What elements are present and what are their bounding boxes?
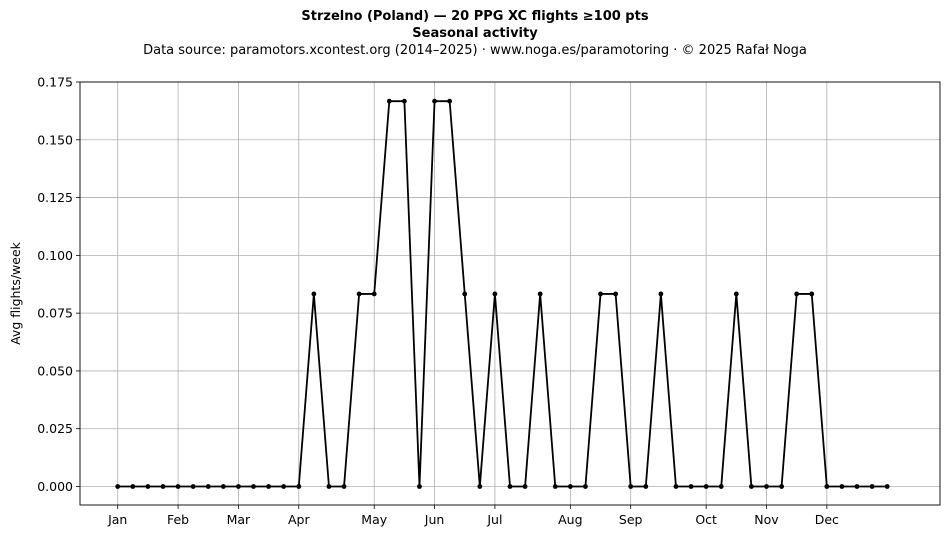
data-point bbox=[371, 291, 377, 297]
data-point bbox=[779, 484, 784, 489]
data-point bbox=[417, 484, 422, 489]
data-point bbox=[190, 484, 196, 489]
data-point bbox=[447, 98, 453, 104]
chart-subtitle-bold: Seasonal activity bbox=[412, 26, 538, 41]
data-point bbox=[356, 291, 362, 297]
series-line bbox=[117, 100, 888, 488]
x-tick-label: Oct bbox=[695, 512, 717, 527]
y-tick-label: 0.025 bbox=[37, 421, 73, 436]
x-tick-label: Aug bbox=[558, 512, 582, 527]
data-point bbox=[764, 484, 769, 489]
data-point bbox=[266, 484, 271, 489]
x-tick-label: Apr bbox=[288, 512, 310, 527]
y-tick-label: 0.100 bbox=[37, 248, 73, 263]
data-point bbox=[537, 291, 543, 297]
data-point bbox=[281, 484, 287, 489]
x-tick-label: Nov bbox=[754, 512, 779, 527]
data-point bbox=[869, 484, 875, 489]
y-axis-label: Avg flights/week bbox=[8, 241, 23, 345]
y-tick-label: 0.075 bbox=[37, 306, 73, 321]
data-point bbox=[251, 484, 256, 489]
data-point bbox=[115, 484, 121, 489]
x-tick-label: May bbox=[361, 512, 387, 527]
data-point bbox=[628, 484, 634, 489]
data-point bbox=[718, 484, 724, 489]
data-point bbox=[130, 484, 136, 489]
data-point bbox=[311, 291, 317, 297]
data-point bbox=[658, 291, 664, 297]
data-point bbox=[401, 98, 407, 104]
data-point bbox=[296, 484, 302, 489]
data-point bbox=[794, 291, 800, 297]
data-point bbox=[598, 291, 603, 297]
data-point bbox=[326, 484, 332, 489]
x-tick-label: Jul bbox=[486, 512, 502, 527]
data-point bbox=[884, 484, 890, 489]
data-point bbox=[839, 484, 845, 489]
x-tick-label: Jun bbox=[424, 512, 445, 527]
data-point bbox=[492, 291, 498, 297]
data-point bbox=[688, 484, 694, 489]
x-tick-label: Dec bbox=[815, 512, 839, 527]
data-point bbox=[145, 484, 151, 489]
data-point bbox=[522, 484, 528, 489]
data-point bbox=[462, 291, 468, 297]
y-tick-label: 0.000 bbox=[37, 479, 73, 494]
chart-title: Strzelno (Poland) — 20 PPG XC flights ≥1… bbox=[301, 9, 649, 24]
data-point bbox=[220, 484, 226, 489]
data-point bbox=[236, 484, 241, 489]
data-point bbox=[160, 484, 166, 489]
x-tick-label: Mar bbox=[227, 512, 251, 527]
data-point bbox=[824, 484, 830, 489]
data-point bbox=[703, 484, 709, 489]
data-point bbox=[386, 98, 392, 104]
data-point bbox=[643, 484, 649, 489]
x-tick-label: Feb bbox=[167, 512, 189, 527]
plot-frame bbox=[79, 81, 941, 506]
data-point bbox=[733, 291, 739, 297]
data-point bbox=[567, 484, 573, 489]
data-point bbox=[809, 291, 815, 297]
y-tick-label: 0.050 bbox=[37, 363, 73, 378]
data-point bbox=[205, 484, 211, 489]
data-point bbox=[507, 484, 513, 489]
data-point bbox=[552, 484, 558, 489]
y-tick-label: 0.125 bbox=[37, 190, 73, 205]
data-point bbox=[673, 484, 679, 489]
data-point bbox=[854, 484, 860, 489]
data-point bbox=[749, 484, 754, 489]
data-point bbox=[477, 484, 483, 489]
data-point bbox=[175, 484, 181, 489]
y-tick-label: 0.175 bbox=[37, 75, 73, 90]
data-point bbox=[613, 291, 619, 297]
chart-title-block: Strzelno (Poland) — 20 PPG XC flights ≥1… bbox=[0, 8, 950, 60]
x-tick-label: Jan bbox=[107, 512, 127, 527]
data-point bbox=[583, 484, 588, 489]
x-tick-label: Sep bbox=[619, 512, 643, 527]
y-tick-label: 0.150 bbox=[37, 132, 73, 147]
data-point bbox=[341, 484, 347, 489]
data-point bbox=[432, 98, 437, 104]
chart-source-line: Data source: paramotors.xcontest.org (20… bbox=[143, 43, 807, 58]
